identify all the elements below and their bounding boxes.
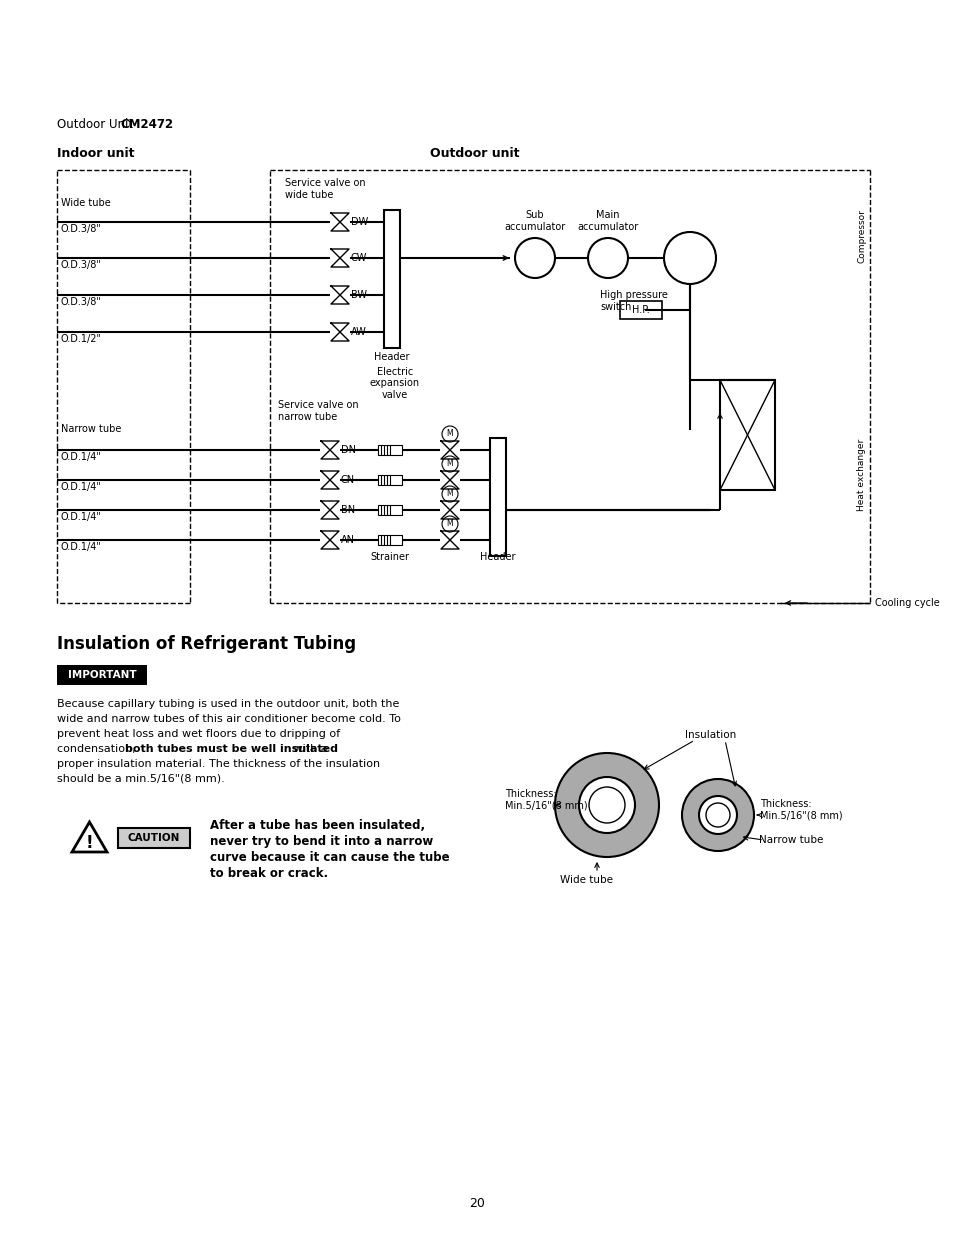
- Circle shape: [681, 779, 753, 851]
- Text: Thickness:
Min.5/16"(8 mm): Thickness: Min.5/16"(8 mm): [504, 789, 587, 811]
- Text: M: M: [446, 520, 453, 529]
- Text: curve because it can cause the tube: curve because it can cause the tube: [210, 851, 449, 864]
- Text: to break or crack.: to break or crack.: [210, 867, 328, 881]
- Text: Indoor unit: Indoor unit: [57, 147, 134, 161]
- Text: Electric
expansion
valve: Electric expansion valve: [370, 367, 419, 400]
- Text: BN: BN: [340, 505, 355, 515]
- Text: O.D.1/4": O.D.1/4": [61, 513, 102, 522]
- Text: DW: DW: [351, 217, 368, 227]
- Text: CM2472: CM2472: [120, 119, 172, 131]
- Text: M: M: [446, 489, 453, 499]
- Text: Wide tube: Wide tube: [560, 876, 613, 885]
- Text: Strainer: Strainer: [370, 552, 409, 562]
- Bar: [377, 505, 401, 515]
- Text: AN: AN: [340, 535, 355, 545]
- Text: Header: Header: [374, 352, 410, 362]
- Text: After a tube has been insulated,: After a tube has been insulated,: [210, 819, 425, 832]
- Text: prevent heat loss and wet floors due to dripping of: prevent heat loss and wet floors due to …: [57, 729, 340, 739]
- Circle shape: [699, 797, 737, 834]
- Text: Compressor: Compressor: [857, 209, 865, 263]
- Circle shape: [515, 238, 555, 278]
- Text: wide and narrow tubes of this air conditioner become cold. To: wide and narrow tubes of this air condit…: [57, 714, 400, 724]
- Bar: [57, 664, 147, 685]
- Text: O.D.3/8": O.D.3/8": [61, 261, 102, 270]
- Text: Wide tube: Wide tube: [61, 198, 111, 207]
- Text: DN: DN: [340, 445, 355, 454]
- Bar: [490, 438, 505, 556]
- Bar: [619, 301, 661, 319]
- Text: O.D.3/8": O.D.3/8": [61, 296, 102, 308]
- Text: Outdoor Unit: Outdoor Unit: [57, 119, 140, 131]
- Text: M: M: [446, 459, 453, 468]
- Text: Service valve on
narrow tube: Service valve on narrow tube: [277, 400, 358, 422]
- Text: O.D.1/4": O.D.1/4": [61, 482, 102, 492]
- Circle shape: [555, 753, 659, 857]
- Text: CW: CW: [351, 253, 367, 263]
- Circle shape: [588, 787, 624, 823]
- Text: Service valve on
wide tube: Service valve on wide tube: [285, 178, 365, 200]
- Circle shape: [663, 232, 716, 284]
- Text: O.D.1/4": O.D.1/4": [61, 542, 102, 552]
- Bar: [384, 210, 399, 348]
- Circle shape: [587, 238, 627, 278]
- Text: Main
accumulator: Main accumulator: [577, 210, 638, 232]
- Text: Heat exchanger: Heat exchanger: [857, 438, 865, 511]
- Text: IMPORTANT: IMPORTANT: [68, 671, 136, 680]
- Text: should be a min.5/16"(8 mm).: should be a min.5/16"(8 mm).: [57, 774, 225, 784]
- Text: Thickness:
Min.5/16"(8 mm): Thickness: Min.5/16"(8 mm): [760, 799, 841, 821]
- Text: O.D.1/4": O.D.1/4": [61, 452, 102, 462]
- Bar: [377, 535, 401, 545]
- Text: Header: Header: [479, 552, 516, 562]
- Text: High pressure
switch: High pressure switch: [599, 290, 667, 311]
- Circle shape: [441, 456, 457, 472]
- Bar: [720, 380, 774, 490]
- Text: with a: with a: [290, 743, 327, 755]
- Bar: [118, 827, 190, 848]
- Text: proper insulation material. The thickness of the insulation: proper insulation material. The thicknes…: [57, 760, 379, 769]
- Circle shape: [705, 803, 729, 827]
- Text: BW: BW: [351, 290, 367, 300]
- Text: Sub
accumulator: Sub accumulator: [504, 210, 565, 232]
- Text: Insulation: Insulation: [684, 730, 736, 740]
- Circle shape: [441, 426, 457, 442]
- Text: Cooling cycle: Cooling cycle: [874, 598, 939, 608]
- Text: CN: CN: [340, 475, 355, 485]
- Text: Insulation of Refrigerant Tubing: Insulation of Refrigerant Tubing: [57, 635, 355, 653]
- Text: AW: AW: [351, 327, 366, 337]
- Text: H.P.: H.P.: [632, 305, 649, 315]
- Circle shape: [441, 516, 457, 532]
- Text: Because capillary tubing is used in the outdoor unit, both the: Because capillary tubing is used in the …: [57, 699, 399, 709]
- Text: O.D.1/2": O.D.1/2": [61, 333, 102, 345]
- Text: 20: 20: [469, 1197, 484, 1210]
- Text: both tubes must be well insulated: both tubes must be well insulated: [125, 743, 337, 755]
- Text: condensation,: condensation,: [57, 743, 139, 755]
- Text: Narrow tube: Narrow tube: [61, 424, 121, 433]
- Text: Narrow tube: Narrow tube: [759, 835, 822, 845]
- Text: never try to bend it into a narrow: never try to bend it into a narrow: [210, 835, 433, 848]
- Text: M: M: [446, 430, 453, 438]
- Circle shape: [441, 487, 457, 501]
- Bar: [377, 445, 401, 454]
- Text: !: !: [86, 834, 93, 852]
- Text: O.D.3/8": O.D.3/8": [61, 224, 102, 233]
- Bar: [377, 475, 401, 485]
- Text: CAUTION: CAUTION: [128, 832, 180, 844]
- Circle shape: [578, 777, 635, 832]
- Text: Outdoor unit: Outdoor unit: [430, 147, 519, 161]
